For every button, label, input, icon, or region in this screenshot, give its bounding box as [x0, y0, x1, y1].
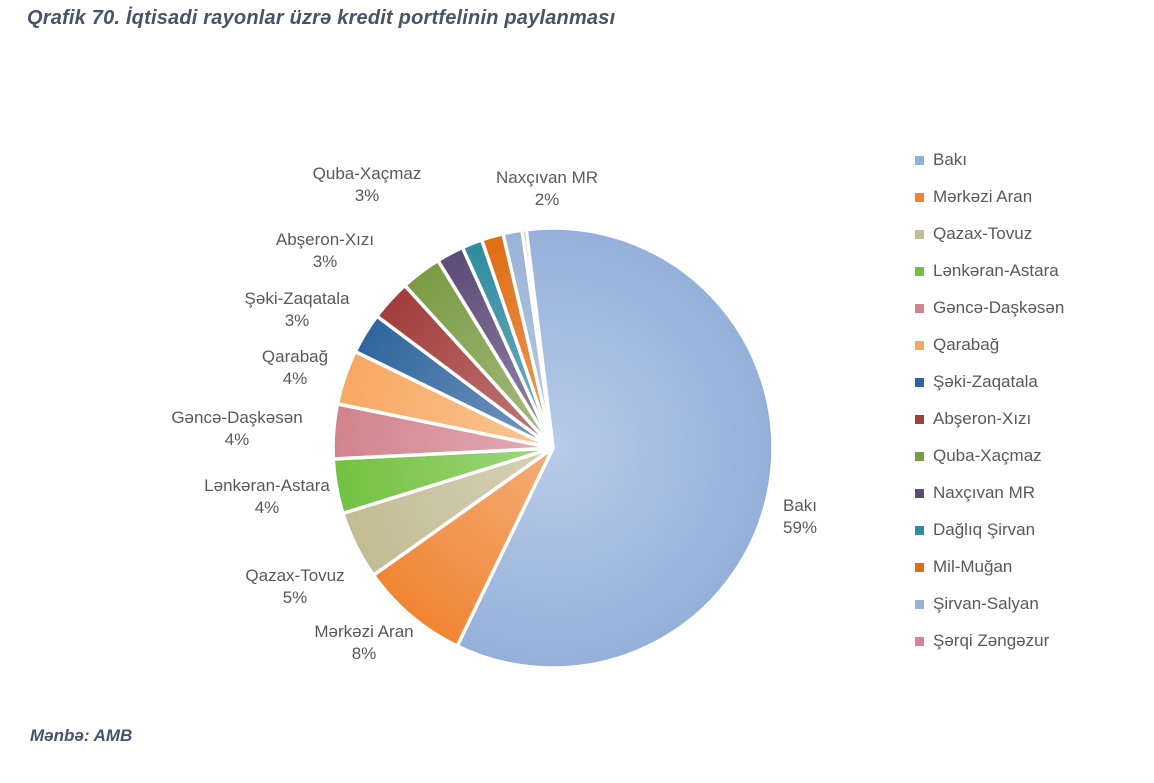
legend-item-9: Naxçıvan MR: [915, 483, 1064, 503]
slice-label-name: Mərkəzi Aran: [314, 622, 414, 641]
pie-slice-0: [454, 226, 775, 670]
legend-item-13: Şərqi Zəngəzur: [915, 631, 1064, 651]
source-note: Mənbə: AMB: [30, 726, 133, 745]
slice-label-pct: 3%: [312, 252, 338, 271]
legend-label: Mil-Muğan: [933, 557, 1013, 576]
slice-label-4: Gəncə-Daşkəsən 4%: [171, 407, 302, 451]
legend-item-3: Lənkəran-Astara: [915, 261, 1064, 281]
slice-label-name: Abşeron-Xızı: [275, 230, 375, 249]
legend-label: Qazax-Tovuz: [933, 224, 1033, 243]
legend-label: Mərkəzi Aran: [933, 187, 1033, 206]
legend-item-4: Gəncə-Daşkəsən: [915, 298, 1064, 318]
slice-label-0: Bakı 59%: [783, 495, 817, 539]
legend-label: Naxçıvan MR: [933, 483, 1036, 502]
slice-label-2: Qazax-Tovuz 5%: [245, 565, 344, 609]
slice-label-pct: 59%: [783, 518, 818, 537]
legend-swatch: [915, 266, 924, 276]
slice-label-9: Naxçıvan MR 2%: [496, 167, 598, 211]
legend-label: Şəki-Zaqatala: [933, 372, 1038, 391]
legend-swatch: [915, 155, 924, 165]
legend-swatch: [915, 192, 924, 202]
slice-label-pct: 5%: [282, 588, 308, 607]
legend-label: Gəncə-Daşkəsən: [933, 298, 1065, 317]
legend-swatch: [915, 451, 924, 461]
chart-title: Qrafik 70. İqtisadi rayonlar üzrə kredit…: [27, 7, 616, 29]
legend-item-2: Qazax-Tovuz: [915, 224, 1064, 244]
legend-swatch: [915, 599, 924, 609]
slice-label-name: Qarabağ: [261, 347, 329, 366]
pie-slice-1: [371, 446, 555, 649]
slice-label-pct: 8%: [351, 644, 377, 663]
legend-item-6: Şəki-Zaqatala: [915, 372, 1064, 392]
legend-swatch: [915, 562, 924, 572]
slice-label-5: Qarabağ 4%: [262, 346, 328, 390]
legend-item-1: Mərkəzi Aran: [915, 187, 1064, 207]
slice-label-1: Mərkəzi Aran 8%: [314, 621, 413, 665]
legend-label: Şərqi Zəngəzur: [933, 631, 1050, 650]
legend-swatch: [915, 525, 924, 535]
legend-label: Lənkəran-Astara: [933, 261, 1059, 280]
slice-label-pct: 2%: [534, 190, 560, 209]
legend-swatch: [915, 303, 924, 313]
slice-label-name: Lənkəran-Astara: [204, 476, 330, 495]
slice-label-3: Lənkəran-Astara 4%: [204, 475, 330, 519]
legend-item-7: Abşeron-Xızı: [915, 409, 1064, 429]
legend-item-11: Mil-Muğan: [915, 557, 1064, 577]
legend-item-10: Dağlıq Şirvan: [915, 520, 1064, 540]
legend-swatch: [915, 488, 924, 498]
slice-label-pct: 3%: [354, 186, 380, 205]
legend-swatch: [915, 377, 924, 387]
slice-label-name: Quba-Xaçmaz: [312, 164, 422, 183]
slice-label-8: Quba-Xaçmaz 3%: [313, 163, 422, 207]
slice-label-name: Gəncə-Daşkəsən: [171, 408, 303, 427]
pie-slice-13: [520, 227, 555, 449]
legend-label: Abşeron-Xızı: [933, 409, 1032, 428]
legend-label: Şirvan-Salyan: [933, 594, 1039, 613]
slice-label-name: Qazax-Tovuz: [245, 566, 345, 585]
legend-swatch: [915, 636, 924, 646]
slice-label-name: Şəki-Zaqatala: [244, 289, 350, 308]
legend-item-5: Qarabağ: [915, 335, 1064, 355]
slice-label-6: Şəki-Zaqatala 3%: [245, 288, 350, 332]
legend-label: Dağlıq Şirvan: [933, 520, 1036, 539]
chart-legend: Bakı Mərkəzi Aran Qazax-Tovuz Lənkəran-Asta…: [915, 150, 1064, 651]
legend-item-8: Quba-Xaçmaz: [915, 446, 1064, 466]
legend-item-12: Şirvan-Salyan: [915, 594, 1064, 614]
slice-label-name: Bakı: [783, 496, 818, 515]
legend-label: Bakı: [933, 150, 968, 169]
slice-label-7: Abşeron-Xızı 3%: [276, 229, 374, 273]
legend-label: Qarabağ: [933, 335, 1000, 354]
slice-label-name: Naxçıvan MR: [495, 168, 599, 187]
legend-label: Quba-Xaçmaz: [933, 446, 1042, 465]
slice-label-pct: 4%: [254, 498, 280, 517]
legend-item-0: Bakı: [915, 150, 1064, 170]
legend-swatch: [915, 229, 924, 239]
legend-swatch: [915, 414, 924, 424]
slice-label-pct: 4%: [282, 369, 308, 388]
slice-label-pct: 4%: [224, 430, 250, 449]
slice-label-pct: 3%: [284, 311, 310, 330]
legend-swatch: [915, 340, 924, 350]
